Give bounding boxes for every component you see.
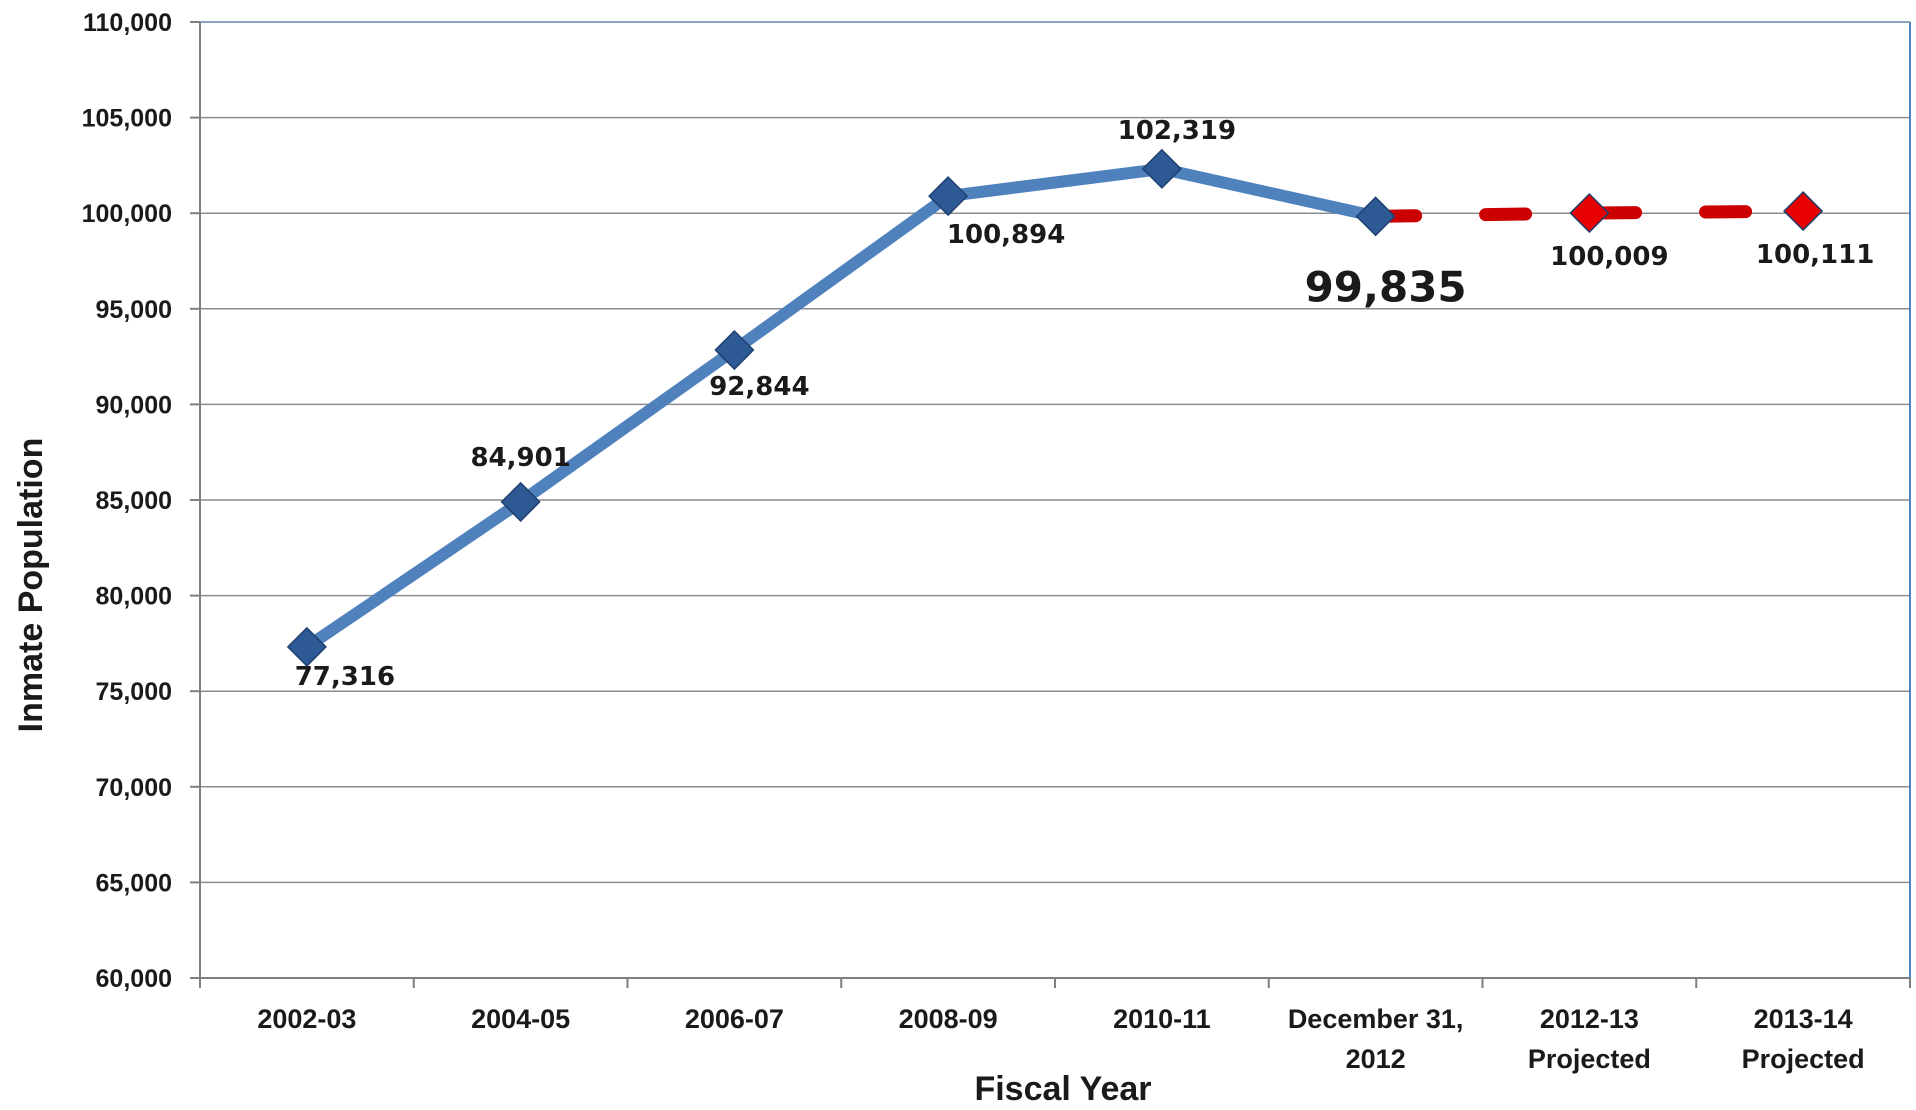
data-label: 100,894 [947,220,1065,250]
data-label: 92,844 [709,372,809,402]
x-tick-label: 2004-05 [471,1004,570,1034]
y-tick-label: 75,000 [96,678,172,706]
x-tick-label: 2008-09 [899,1004,998,1034]
x-tick-label: December 31, [1288,1004,1464,1034]
actual-series-line [300,162,1382,653]
series-markers [286,148,1824,667]
x-tick-label: Projected [1742,1044,1865,1074]
y-tick-label: 70,000 [96,774,172,802]
data-label: 84,901 [470,443,570,473]
projected-data-point [1783,191,1824,232]
y-tick-label: 95,000 [96,296,172,324]
axes [190,21,1911,988]
x-tick-label: 2013-14 [1754,1004,1853,1034]
y-axis-title: Inmate Population [12,438,50,733]
x-tick-label: 2010-11 [1113,1004,1211,1034]
x-tick-label: Projected [1528,1044,1651,1074]
y-tick-label: 65,000 [96,869,172,897]
projected-data-point [1569,192,1610,234]
data-label: 99,835 [1305,262,1467,311]
data-point [928,176,969,217]
x-axis-title: Fiscal Year [974,1070,1151,1108]
data-point [500,481,541,522]
gridlines [200,21,1910,884]
y-axis-ticks: 60,000 65,000 70,000 75,000 80,000 85,000 90,0… [82,9,172,993]
x-tick-label: 2006-07 [685,1004,784,1034]
y-tick-label: 80,000 [96,583,172,611]
y-tick-label: 85,000 [96,487,172,515]
data-point [1355,196,1396,237]
y-tick-label: 60,000 [96,965,172,993]
data-label: 77,316 [295,662,395,692]
y-tick-label: 100,000 [82,200,172,228]
x-tick-label: 2012 [1346,1044,1406,1074]
data-label: 100,009 [1550,242,1668,272]
y-tick-label: 105,000 [82,105,172,133]
data-point [286,626,327,667]
y-tick-label: 110,000 [83,9,172,37]
x-tick-label: 2012-13 [1540,1004,1639,1034]
x-tick-label: 2002-03 [257,1004,356,1034]
data-label: 100,111 [1756,240,1874,270]
y-tick-label: 90,000 [96,391,172,419]
data-point [1141,148,1182,189]
data-labels: 77,316 84,901 92,844 100,894 102,319 99,835 10… [295,116,1875,692]
data-point [714,329,755,371]
data-label: 102,319 [1118,116,1236,146]
x-axis-labels: 2002-03 2004-05 2006-07 2008-09 2010-11 Decem… [257,1004,1864,1074]
